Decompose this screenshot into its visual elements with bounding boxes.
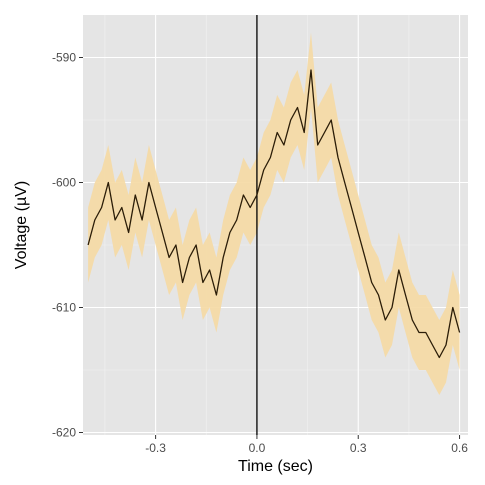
y-tick-label: -610 (52, 301, 76, 315)
x-axis-title: Time (sec) (238, 458, 313, 475)
y-axis-title: Voltage (µV) (13, 181, 30, 269)
y-tick-label: -590 (52, 51, 76, 65)
y-axis-ticks: -590 -600 -610 -620 (52, 51, 83, 440)
y-tick-label: -620 (52, 426, 76, 440)
x-axis-ticks: -0.3 0.0 0.3 0.6 (145, 435, 468, 455)
series-line (87, 69, 461, 359)
x-tick-label: 0.0 (249, 441, 266, 455)
x-tick-label: -0.3 (145, 441, 166, 455)
confidence-band (88, 32, 460, 395)
x-tick-label: 0.6 (451, 441, 468, 455)
x-tick-label: 0.3 (350, 441, 367, 455)
y-tick-label: -600 (52, 176, 76, 190)
